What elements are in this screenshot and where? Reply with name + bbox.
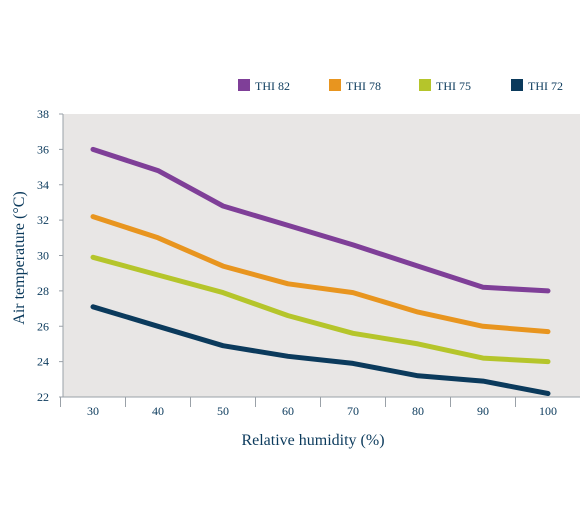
legend-swatch (419, 79, 431, 91)
x-tick-label: 60 (282, 404, 294, 418)
legend-swatch (329, 79, 341, 91)
series-line-thi-72 (90, 304, 551, 396)
y-tick-label: 32 (37, 213, 49, 227)
legend-label: THI 72 (528, 79, 563, 93)
x-tick-label: 100 (539, 404, 557, 418)
legend-swatch (238, 79, 250, 91)
legend-label: THI 78 (346, 79, 381, 93)
y-tick-label: 28 (37, 284, 49, 298)
legend-swatch (511, 79, 523, 91)
y-axis-label: Air temperature (°C) (11, 191, 28, 324)
x-tick-label: 90 (477, 404, 489, 418)
series-line-thi-82 (90, 146, 551, 294)
plot-background (63, 114, 580, 397)
x-tick-label: 70 (347, 404, 359, 418)
x-tick-label: 40 (152, 404, 164, 418)
x-tick-label: 50 (217, 404, 229, 418)
x-tick-label: 30 (87, 404, 99, 418)
legend-label: THI 75 (436, 79, 471, 93)
y-tick-label: 26 (37, 319, 49, 333)
legend-label: THI 82 (255, 79, 290, 93)
y-tick-label: 36 (37, 142, 49, 156)
x-tick-label: 80 (412, 404, 424, 418)
axes: 22 24 26 28 30 32 34 36 38 30 40 50 60 70 80 90 100 (37, 107, 580, 418)
y-tick-label: 22 (37, 390, 49, 404)
series-line-thi-75 (90, 254, 551, 365)
y-tick-label: 38 (37, 107, 49, 121)
legend: THI 82 THI 78 THI 75 THI 72 (238, 79, 563, 93)
y-tick-label: 34 (37, 178, 49, 192)
y-tick-label: 30 (37, 249, 49, 263)
series-line-thi-78 (90, 214, 551, 335)
series-lines (90, 146, 551, 396)
y-tick-label: 24 (37, 355, 49, 369)
x-axis-label: Relative humidity (%) (241, 432, 384, 449)
